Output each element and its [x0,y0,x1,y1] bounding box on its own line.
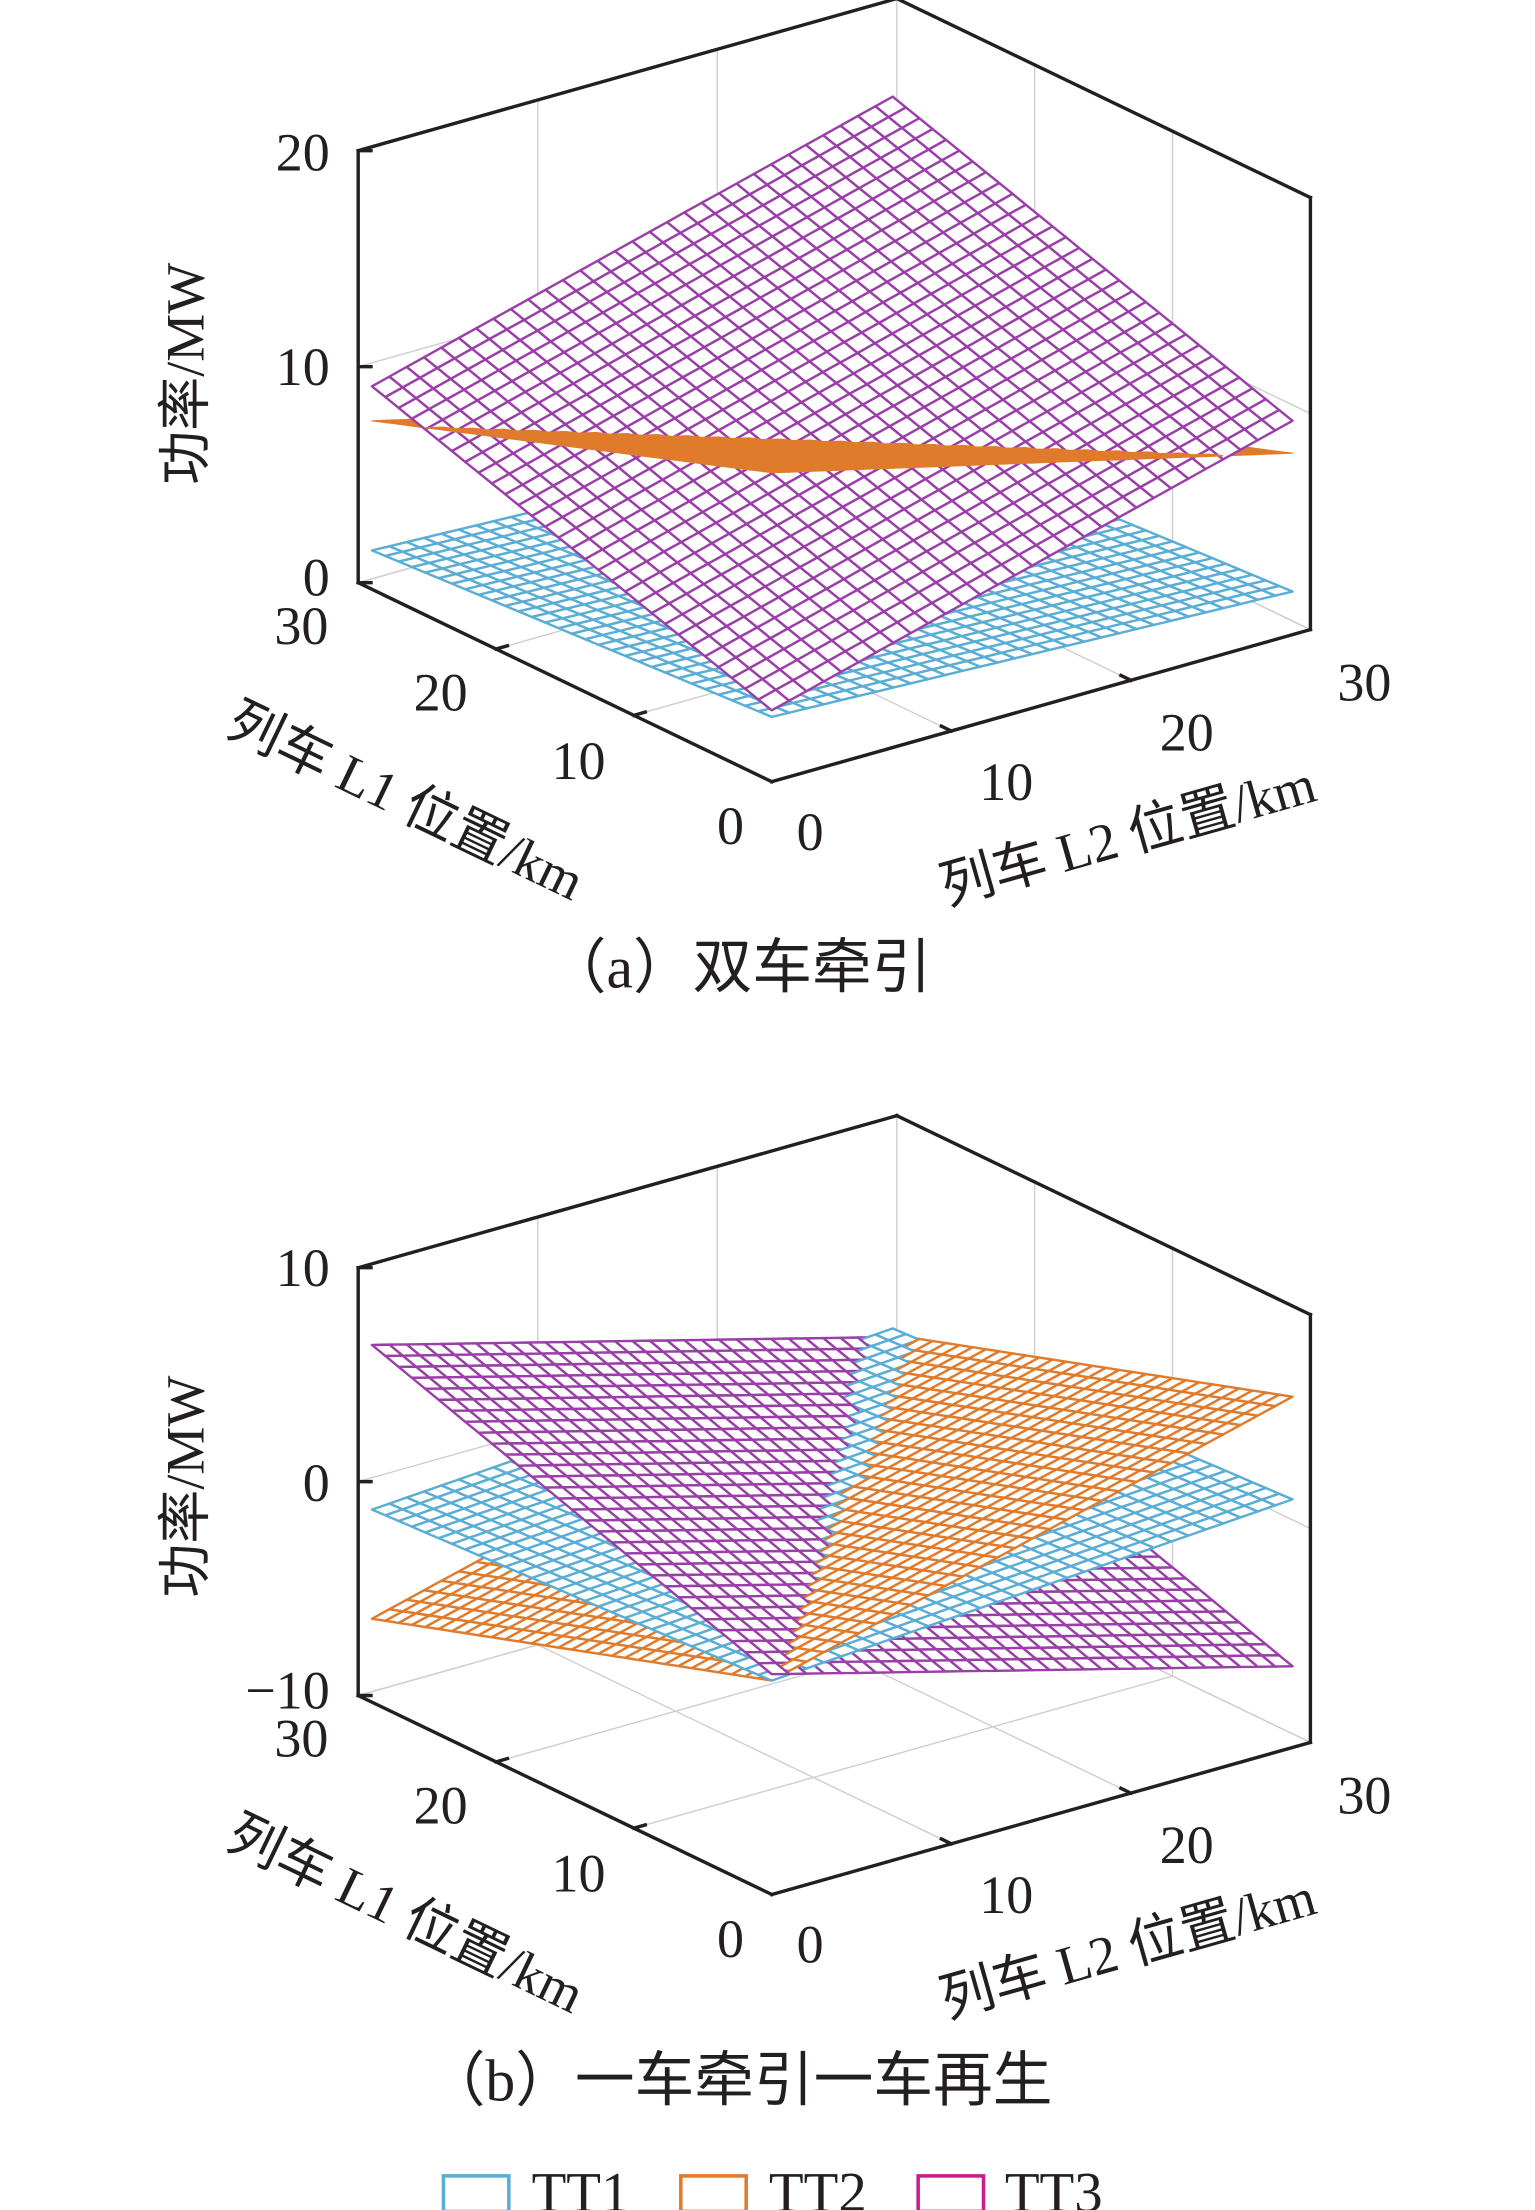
box-edge [356,0,899,153]
surfaces [370,1327,1294,1682]
panel-b: −10 0 10 0 10 20 30 0 10 20 30 功率/MW 列车 … [155,1113,1391,2114]
y-tick-label: 30 [1337,653,1391,713]
x-tick-label: 30 [274,596,328,656]
x-tick-label: 10 [551,731,605,791]
panel-a: 0 10 20 0 10 20 30 0 10 20 30 功率/MW 列车 L… [155,0,1391,1001]
caption-a: （a）双车牵引 [547,935,932,1001]
y-tick-label: 0 [797,802,824,862]
y-tick-label: 10 [979,752,1033,812]
surfaces [370,95,1294,719]
x-tick-mark [631,709,648,718]
y-tick-mark [1118,673,1134,683]
y-tick-mark [939,723,954,734]
x-tick-mark [493,643,510,652]
z-tick-label: 20 [276,123,330,183]
z-axis-label: 功率/MW [155,263,215,485]
y-tick-label: 20 [1160,702,1214,762]
x-tick-label: 20 [414,663,468,723]
x-tick-label: 0 [717,796,744,856]
z-tick-label: 10 [276,337,330,397]
x-axis-label: 列车 L1 位置/km [218,690,593,912]
